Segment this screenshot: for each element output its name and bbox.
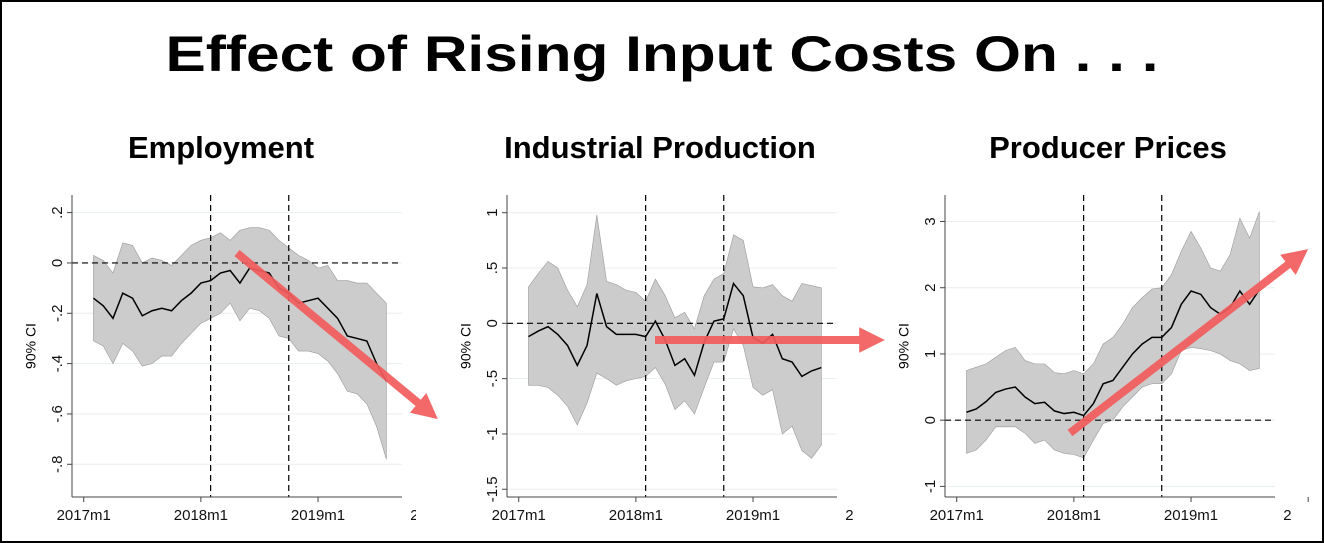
panel-title: Producer Prices <box>989 130 1227 165</box>
y-tick-label: .5 <box>484 262 501 275</box>
x-tick-label: 2019m1 <box>726 507 780 524</box>
confidence-band <box>93 227 387 460</box>
x-tick-label: 2017m1 <box>492 507 546 524</box>
y-tick-label: -.8 <box>49 456 66 474</box>
x-tick-label: 2019m1 <box>291 507 345 524</box>
x-tick-label: 2017m1 <box>57 507 111 524</box>
y-tick-label: 1 <box>484 209 501 217</box>
y-tick-label: 2 <box>922 284 939 292</box>
x-tick-label: 2019m1 <box>1164 507 1218 524</box>
y-axis-label: 90% CI <box>896 323 912 369</box>
x-tick-label: 2018m1 <box>174 507 228 524</box>
y-tick-label: -1 <box>484 427 501 440</box>
y-tick-label: .2 <box>49 206 66 219</box>
x-tick-label: 2 <box>410 507 418 524</box>
panel-title: Employment <box>128 130 314 165</box>
y-tick-label: -.6 <box>49 405 66 423</box>
x-tick-label: 2 <box>1283 507 1291 524</box>
y-tick-label: -.2 <box>49 305 66 323</box>
y-tick-label: 0 <box>922 416 939 424</box>
panel: Employment 90% CI .2 0 -.2 -.4 -.6 -.8 2017m1 201… <box>23 130 418 524</box>
y-tick-label: -1.5 <box>484 476 501 502</box>
estimate-line <box>966 289 1261 417</box>
y-axis-label: 90% CI <box>458 323 474 369</box>
arrow-up <box>1067 249 1309 437</box>
x-tick-label: 2017m1 <box>930 507 984 524</box>
panel-title: Industrial Production <box>504 130 816 165</box>
panel: Producer Prices 90% CI 3 2 1 0 -1 2017m1 2018m1 2… <box>896 130 1309 524</box>
y-tick-label: -.5 <box>484 370 501 388</box>
arrow-down <box>234 249 438 420</box>
y-tick-label: -1 <box>922 480 939 493</box>
estimate-line <box>93 267 388 382</box>
y-tick-label: -.4 <box>49 355 66 373</box>
y-axis-label: 90% CI <box>23 323 39 369</box>
estimate-line <box>528 281 822 378</box>
x-tick-label: 2018m1 <box>609 507 663 524</box>
y-tick-label: 0 <box>484 319 501 327</box>
y-tick-label: 3 <box>922 217 939 225</box>
x-tick-label: 2 <box>845 507 853 524</box>
annotation-arrows <box>234 249 1309 437</box>
confidence-band <box>966 211 1260 459</box>
x-tick-label: 2018m1 <box>1047 507 1101 524</box>
y-tick-label: 0 <box>49 259 66 267</box>
y-tick-label: 1 <box>922 350 939 358</box>
figure-title: Effect of Rising Input Costs On . . . <box>166 26 1159 82</box>
